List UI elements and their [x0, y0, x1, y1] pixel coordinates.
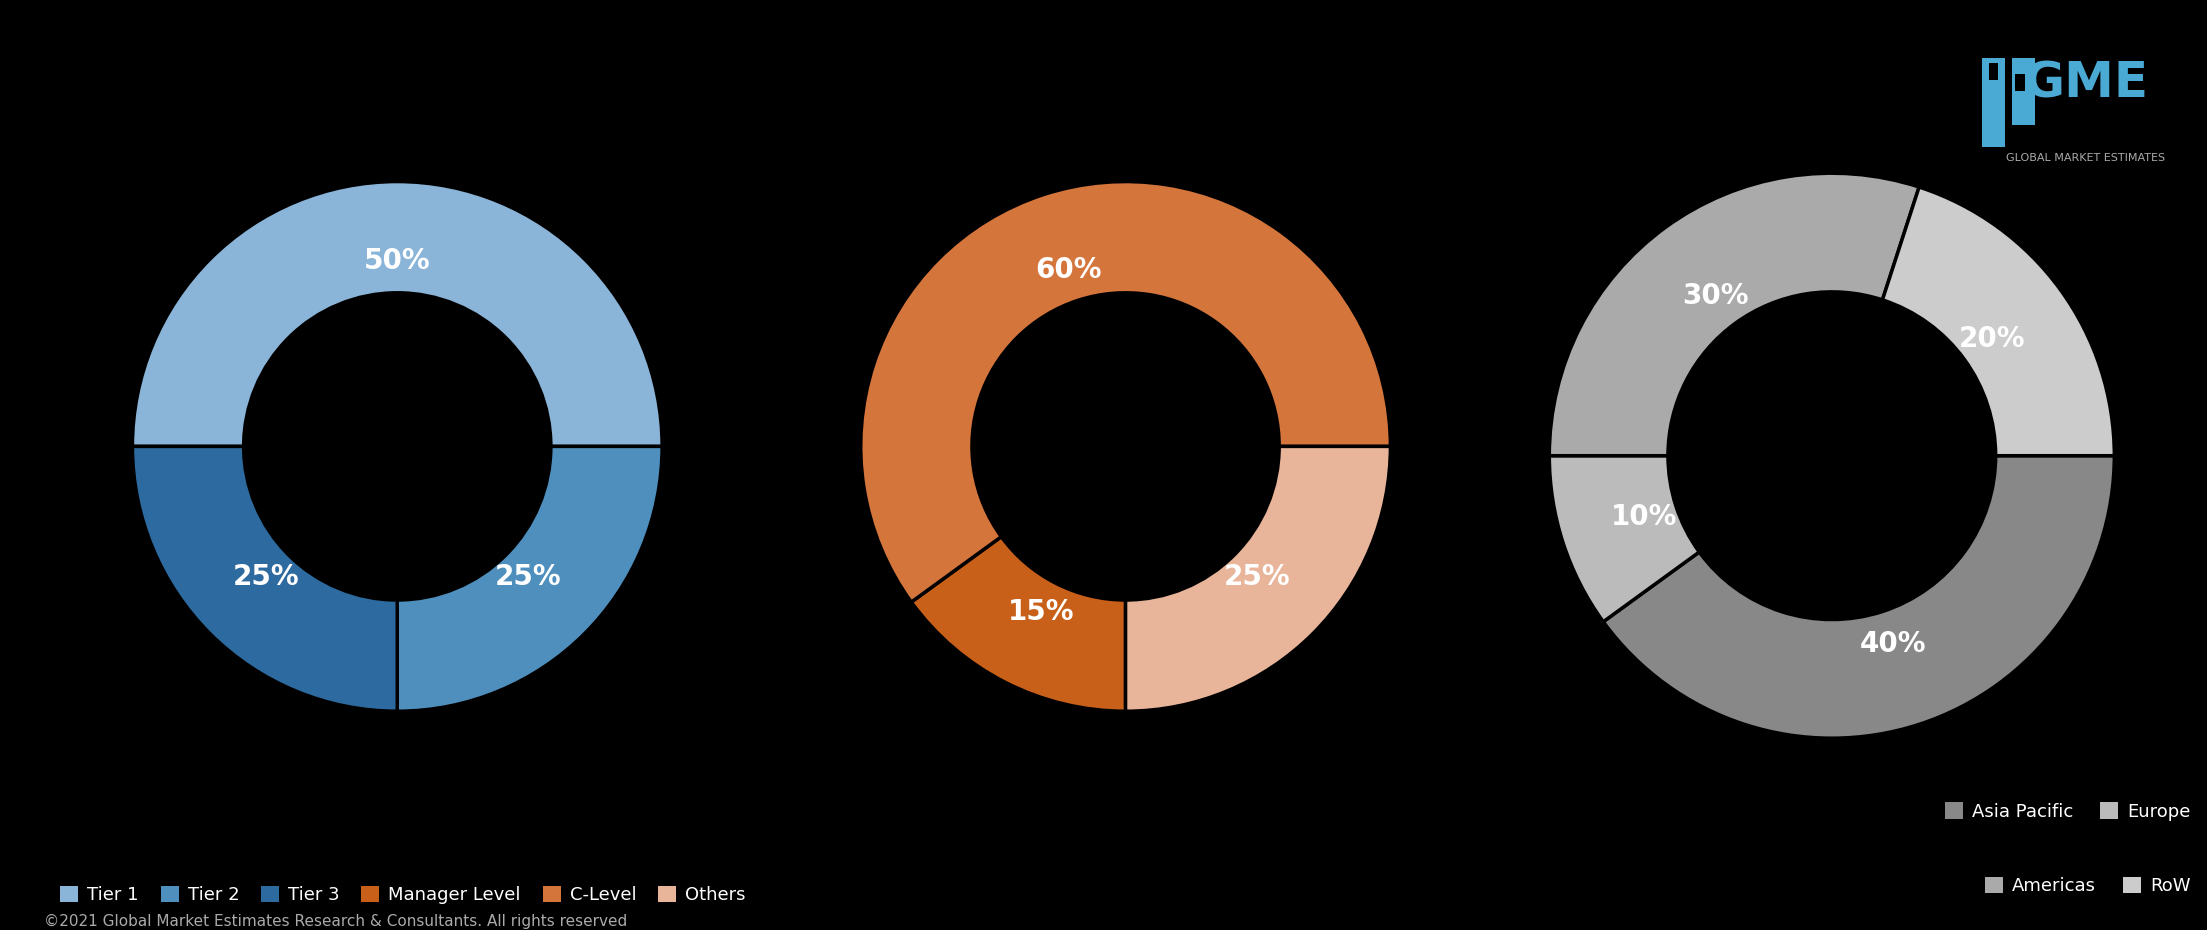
- Wedge shape: [132, 446, 397, 711]
- Wedge shape: [1549, 173, 1920, 456]
- Wedge shape: [1602, 456, 2114, 738]
- Bar: [1989, 63, 2000, 80]
- Text: 50%: 50%: [364, 247, 430, 275]
- Bar: [2013, 58, 2035, 125]
- Wedge shape: [911, 537, 1126, 711]
- Text: 40%: 40%: [1861, 630, 1927, 658]
- Text: GME: GME: [2024, 60, 2147, 108]
- Wedge shape: [397, 446, 662, 711]
- Wedge shape: [1126, 446, 1390, 711]
- Bar: [1982, 58, 2006, 147]
- Legend: Tier 1, Tier 2, Tier 3, Manager Level, C-Level, Others: Tier 1, Tier 2, Tier 3, Manager Level, C…: [53, 879, 753, 911]
- Text: GLOBAL MARKET ESTIMATES: GLOBAL MARKET ESTIMATES: [2006, 153, 2165, 163]
- Bar: [2015, 74, 2026, 91]
- Text: 25%: 25%: [494, 564, 561, 591]
- Legend: Americas, RoW: Americas, RoW: [1977, 870, 2198, 902]
- Legend: Asia Pacific, Europe: Asia Pacific, Europe: [1938, 795, 2198, 828]
- Text: 15%: 15%: [1009, 598, 1075, 626]
- Text: ©2021 Global Market Estimates Research & Consultants. All rights reserved: ©2021 Global Market Estimates Research &…: [44, 914, 627, 929]
- Text: 10%: 10%: [1611, 503, 1677, 531]
- Wedge shape: [1883, 187, 2114, 456]
- Text: 30%: 30%: [1682, 282, 1748, 310]
- Wedge shape: [861, 181, 1390, 602]
- Text: 25%: 25%: [1223, 564, 1289, 591]
- Text: 25%: 25%: [234, 564, 300, 591]
- Text: 20%: 20%: [1958, 326, 2026, 353]
- Text: 60%: 60%: [1035, 256, 1101, 284]
- Wedge shape: [1549, 456, 1699, 622]
- Wedge shape: [132, 181, 662, 446]
